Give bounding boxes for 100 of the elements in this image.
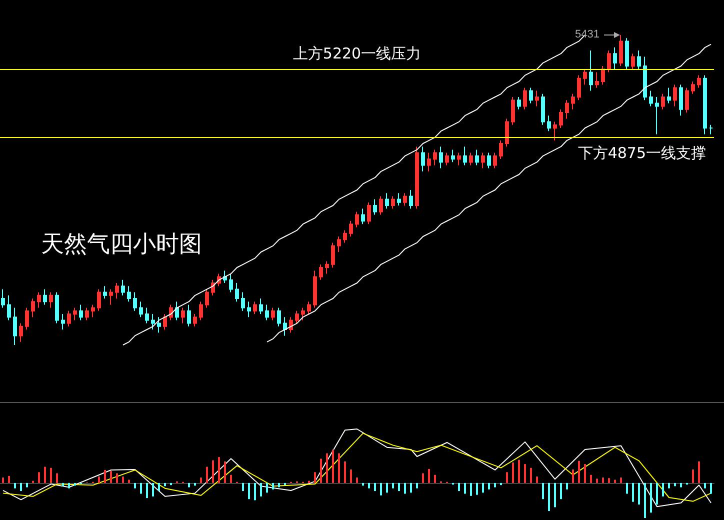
bar xyxy=(152,482,154,496)
candlestick xyxy=(529,87,533,104)
candlestick xyxy=(487,152,491,169)
bar xyxy=(248,482,250,500)
bar xyxy=(368,482,370,488)
bar xyxy=(146,482,148,498)
bar xyxy=(554,482,556,508)
candlestick xyxy=(511,96,515,126)
candlestick xyxy=(475,149,479,166)
candlestick xyxy=(43,288,47,306)
bar xyxy=(566,482,568,490)
candlestick xyxy=(391,196,395,210)
bar xyxy=(356,478,358,483)
candlestick xyxy=(205,288,209,308)
candlestick xyxy=(283,316,287,336)
candlestick xyxy=(31,298,35,318)
candlestick xyxy=(49,292,53,308)
text: 天然气四小时图 xyxy=(41,232,202,258)
bar xyxy=(194,482,196,486)
bar xyxy=(560,482,562,500)
candlestick xyxy=(523,87,527,110)
bar xyxy=(638,482,640,505)
candlestick xyxy=(343,230,347,244)
bar xyxy=(230,474,232,483)
bar xyxy=(38,472,40,483)
bar xyxy=(68,482,70,488)
candlestick xyxy=(229,273,233,293)
candlestick xyxy=(163,314,167,330)
bar xyxy=(332,449,334,483)
bar xyxy=(704,482,706,488)
candlestick xyxy=(637,50,641,70)
bar xyxy=(524,464,526,483)
bar xyxy=(536,476,538,483)
candlestick xyxy=(571,93,575,110)
bar xyxy=(548,482,550,511)
candlestick xyxy=(451,149,455,163)
candlestick xyxy=(433,149,437,166)
bar xyxy=(200,478,202,483)
bar xyxy=(62,482,64,486)
candlestick xyxy=(403,192,407,206)
candlestick xyxy=(319,264,323,280)
bar xyxy=(692,469,694,483)
candlestick xyxy=(661,93,665,110)
candlestick xyxy=(463,146,467,166)
bar xyxy=(374,482,376,492)
candlestick xyxy=(199,301,203,321)
bar xyxy=(56,473,58,483)
bar xyxy=(122,476,124,483)
bar xyxy=(392,482,394,488)
candlestick xyxy=(679,84,683,116)
bar xyxy=(398,482,400,492)
bar xyxy=(464,482,466,494)
candlestick xyxy=(187,304,191,327)
bar xyxy=(656,482,658,505)
bar xyxy=(338,453,340,483)
bar xyxy=(8,476,10,483)
candlestick xyxy=(271,307,275,321)
bar xyxy=(212,460,214,483)
candlestick xyxy=(313,270,317,308)
bar xyxy=(470,482,472,496)
bar xyxy=(620,478,622,483)
bar xyxy=(482,482,484,493)
candlestick xyxy=(655,96,659,135)
candlestick xyxy=(61,314,65,330)
bar xyxy=(710,482,712,494)
bar xyxy=(698,461,700,483)
bar xyxy=(218,457,220,483)
candlestick xyxy=(397,192,401,206)
bar xyxy=(272,482,274,490)
bar xyxy=(20,482,22,492)
candlestick xyxy=(349,220,353,237)
bar xyxy=(140,482,142,494)
bar xyxy=(590,474,592,483)
candlestick xyxy=(409,190,413,210)
bar xyxy=(344,461,346,483)
candlestick xyxy=(589,50,593,92)
bar xyxy=(488,482,490,490)
candlestick xyxy=(439,146,443,169)
candlestick xyxy=(613,46,617,70)
candlestick xyxy=(295,310,299,324)
candlestick xyxy=(685,87,689,113)
candlestick xyxy=(373,198,377,216)
candlestick xyxy=(301,307,305,321)
candlestick xyxy=(19,322,23,342)
candlestick xyxy=(631,53,635,70)
candlestick xyxy=(667,87,671,104)
candlestick xyxy=(157,316,161,334)
candlestick xyxy=(559,108,563,128)
candlestick xyxy=(535,90,539,107)
bar xyxy=(608,478,610,483)
bar xyxy=(266,482,268,493)
candlestick xyxy=(109,288,113,306)
candlestick xyxy=(697,74,701,88)
candlestick xyxy=(259,298,263,314)
candlestick xyxy=(103,286,107,299)
candlestick xyxy=(121,279,125,296)
candlestick xyxy=(469,152,473,166)
candlestick xyxy=(703,74,707,135)
candlestick xyxy=(91,304,95,318)
bar xyxy=(602,478,604,483)
